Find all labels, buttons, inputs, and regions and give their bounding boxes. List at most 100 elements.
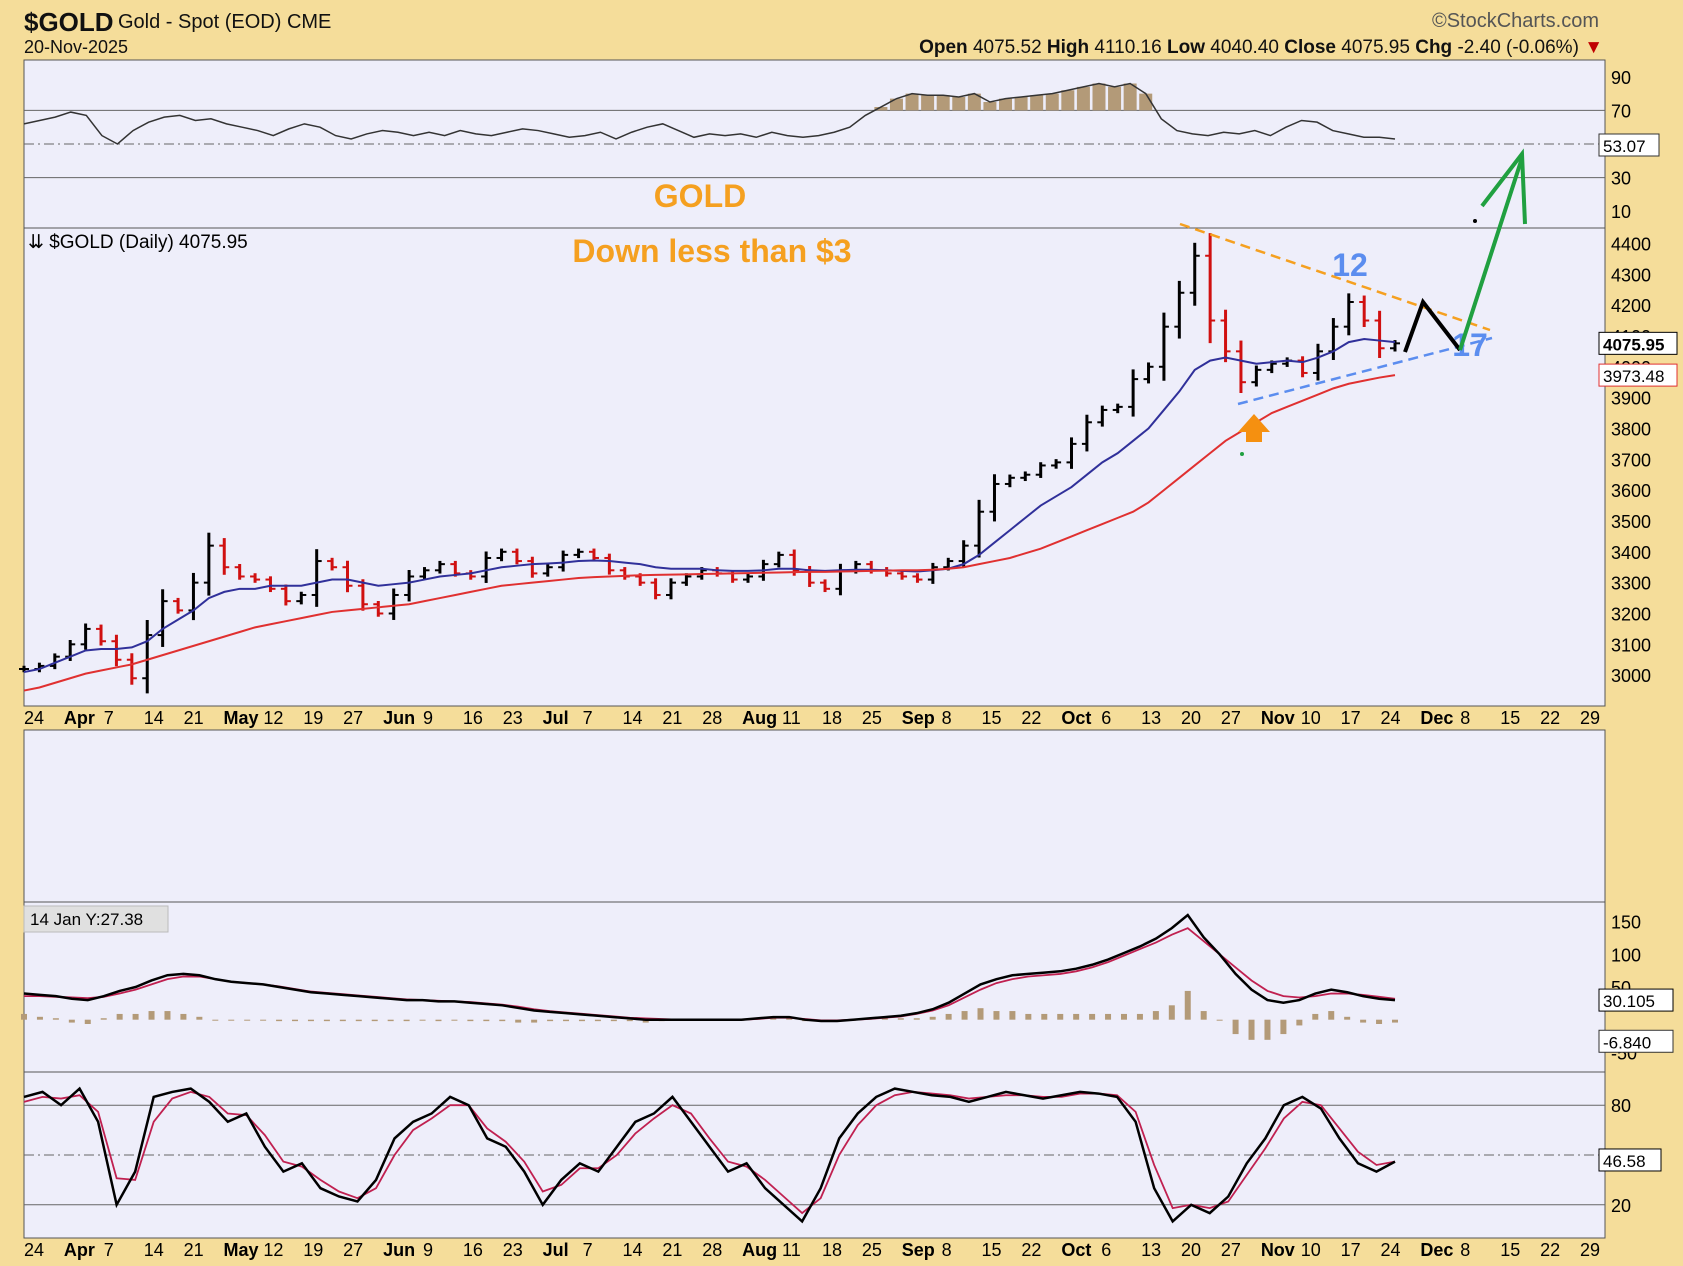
macd-histogram-bar [1009,1011,1016,1020]
x-axis-label: Oct [1061,708,1091,728]
macd-line [23,913,1396,1023]
macd-histogram-bar [292,1019,299,1022]
high-label: High [1046,37,1090,58]
macd-histogram-bar [531,1019,538,1023]
chg-value: -2.40 (-0.06%) [1457,37,1579,58]
macd-histogram-bar [196,1016,203,1020]
macd-histogram-bar [1168,1005,1175,1020]
macd-tick-100: 100 [1611,945,1641,965]
x-axis-label: 25 [862,708,882,728]
macd-histogram-bar [786,1018,793,1020]
x-axis-label: 15 [982,708,1002,728]
x-axis-label: 14 [622,708,642,728]
x-axis-label: 19 [303,1240,323,1260]
x-axis-label: 22 [1021,708,1041,728]
x-axis-label: 18 [822,1240,842,1260]
x-axis-label: 8 [1460,708,1470,728]
x-axis-label: Dec [1420,1240,1453,1260]
price-panel [23,227,1606,707]
x-axis-label: 24 [1381,708,1401,728]
macd-histogram-bar [228,1019,235,1021]
x-axis-label: 8 [942,1240,952,1260]
x-axis-label: 7 [583,1240,593,1260]
macd-histogram-bar [1264,1019,1271,1040]
x-axis-label: 28 [702,708,722,728]
price-panel-title: ⇊ $GOLD (Daily) 4075.95 [28,232,248,253]
x-axis-label: 13 [1141,708,1161,728]
macd-histogram-bar [244,1019,251,1021]
price-last-close-label: 4075.95 [1603,335,1664,354]
macd-histogram-bar [483,1019,490,1022]
macd-histogram-bar [626,1019,633,1022]
macd-histogram-bar [451,1019,458,1021]
macd-histogram-bar [929,1016,936,1020]
x-axis-label: 15 [1500,708,1520,728]
x-axis-label: 20 [1181,708,1201,728]
x-axis-label: 12 [263,1240,283,1260]
price-tick-3100: 3100 [1611,635,1651,655]
macd-histogram-bar [180,1013,187,1020]
x-axis-label: 10 [1301,708,1321,728]
price-tick-3500: 3500 [1611,512,1651,532]
x-axis-label: 15 [1500,1240,1520,1260]
macd-histogram-bar [1057,1013,1064,1020]
x-axis-label: 27 [343,708,363,728]
sto-k-line [23,1086,1396,1224]
x-axis-label: 27 [1221,708,1241,728]
macd-histogram-bar [435,1019,442,1022]
macd-tick-150: 150 [1611,913,1641,933]
macd-histogram-bar [945,1013,952,1020]
projection-green-arrow [1458,157,1524,351]
x-axis-label: 13 [1141,1240,1161,1260]
price-tick-3900: 3900 [1611,389,1651,409]
macd-histogram-bar [578,1019,585,1022]
x-axis-label: 9 [423,708,433,728]
macd-histogram-bar [1232,1019,1239,1035]
black-dot-icon [1473,219,1477,223]
macd-crosshair-label: 14 Jan Y:27.38 [30,910,143,929]
price-tick-3300: 3300 [1611,574,1651,594]
projection-black-path [1403,297,1462,353]
macd-histogram-bar [116,1013,123,1020]
macd-histogram-bar [1120,1013,1127,1020]
rsi-line [23,82,1396,145]
macd-histogram-bar [1136,1013,1143,1020]
macd-histogram-bar [68,1019,75,1023]
x-axis-label: 22 [1540,1240,1560,1260]
x-axis-label: Apr [64,1240,95,1260]
rsi-tick-10: 10 [1611,202,1631,222]
macd-histogram-bar [1184,990,1191,1020]
low-value: 4040.40 [1210,37,1279,58]
macd-histogram-bar [100,1018,107,1020]
x-axis-label: 17 [1341,708,1361,728]
macd-histogram-bar [339,1019,346,1022]
x-axis-label: Sep [902,708,935,728]
x-axis-label: 20 [1181,1240,1201,1260]
price-tick-3600: 3600 [1611,481,1651,501]
macd-histogram-bar [594,1019,601,1022]
macd-histogram-bar [1296,1019,1303,1026]
resistance-trendline [1179,222,1491,332]
x-axis-label: 11 [782,1240,801,1260]
x-axis-label: Dec [1420,708,1453,728]
x-axis-label: Oct [1061,1240,1091,1260]
chart-date: 20-Nov-2025 [24,37,129,57]
price-tick-3800: 3800 [1611,419,1651,439]
x-axis-label: 27 [343,1240,363,1260]
x-axis-label: 21 [662,708,682,728]
macd-histogram-bar [961,1011,968,1020]
x-axis-label: Jun [383,1240,415,1260]
macd-histogram-bar [387,1019,394,1022]
macd-histogram-bar [148,1011,155,1020]
price-tick-3000: 3000 [1611,666,1651,686]
orange-up-arrow-icon [1238,414,1270,442]
x-axis-label: Jul [543,708,569,728]
x-axis-label: 19 [303,708,323,728]
ma-short-line [23,338,1396,674]
x-axis-label: 10 [1301,1240,1321,1260]
close-value: 4075.95 [1341,37,1410,58]
x-axis-label: 21 [184,708,204,728]
macd-panel [23,901,1606,1073]
price-tick-4200: 4200 [1611,296,1651,316]
macd-histogram-bar [499,1019,506,1022]
